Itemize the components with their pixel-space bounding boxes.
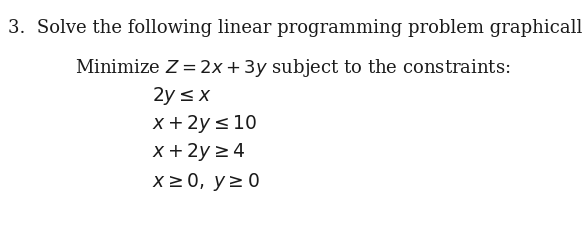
Text: 3.  Solve the following linear programming problem graphically:: 3. Solve the following linear programmin…	[8, 19, 582, 37]
Text: $\mathit{x}+2\mathit{y}\leq 10$: $\mathit{x}+2\mathit{y}\leq 10$	[152, 113, 257, 135]
Text: $\mathit{x}\geq 0,\;\mathit{y}\geq 0$: $\mathit{x}\geq 0,\;\mathit{y}\geq 0$	[152, 171, 260, 193]
Text: $\mathit{x}+2\mathit{y}\geq 4$: $\mathit{x}+2\mathit{y}\geq 4$	[152, 141, 246, 163]
Text: Minimize $\mathit{Z}=2\mathit{x}+3\mathit{y}$ subject to the constraints:: Minimize $\mathit{Z}=2\mathit{x}+3\mathi…	[75, 57, 510, 79]
Text: $2\mathit{y}\leq\mathit{x}$: $2\mathit{y}\leq\mathit{x}$	[152, 85, 211, 107]
